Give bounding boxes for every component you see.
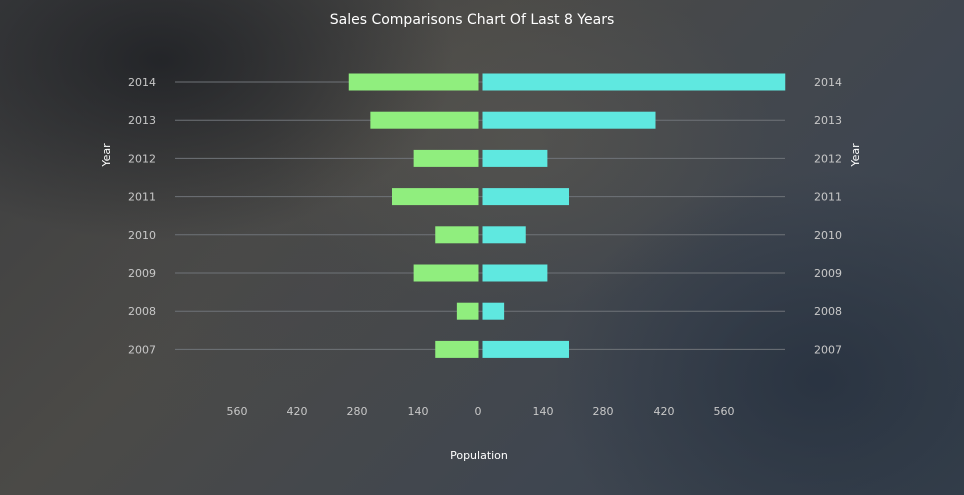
bar-left-2013 xyxy=(370,111,479,129)
bar-right-2011 xyxy=(482,188,569,206)
bar-right-2010 xyxy=(482,226,526,244)
bar-left-2008 xyxy=(456,302,479,320)
x-tick-label: 280 xyxy=(593,405,614,418)
bar-left-2010 xyxy=(435,226,479,244)
x-tick-label: 140 xyxy=(533,405,554,418)
y-tick-label-right: 2014 xyxy=(814,76,842,89)
y-tick-labels-left: 2014 2013 2012 2011 2010 2009 2008 2007 xyxy=(128,76,156,356)
x-tick-label: 420 xyxy=(287,405,308,418)
y-tick-label-left: 2014 xyxy=(128,76,156,89)
y-tick-label-right: 2010 xyxy=(814,229,842,242)
y-tick-label-right: 2009 xyxy=(814,267,842,280)
bar-right-2008 xyxy=(482,302,505,320)
bar-right-2013 xyxy=(482,111,656,129)
y-tick-label-left: 2009 xyxy=(128,267,156,280)
y-tick-label-right: 2008 xyxy=(814,305,842,318)
x-tick-label: 140 xyxy=(408,405,429,418)
bar-left-2012 xyxy=(413,149,479,167)
y-tick-label-right: 2011 xyxy=(814,191,842,204)
y-tick-labels-right: 2014 2013 2012 2011 2010 2009 2008 2007 xyxy=(814,76,842,356)
x-tick-label: 560 xyxy=(714,405,735,418)
y-tick-label-left: 2008 xyxy=(128,305,156,318)
y-axis-title-left: Year xyxy=(100,143,113,168)
x-tick-label: 420 xyxy=(654,405,675,418)
bars xyxy=(348,73,786,358)
y-tick-label-left: 2012 xyxy=(128,152,156,165)
bar-left-2009 xyxy=(413,264,479,282)
gridlines xyxy=(175,81,785,350)
bar-right-2014 xyxy=(482,73,786,91)
x-tick-label: 560 xyxy=(227,405,248,418)
bar-left-2007 xyxy=(435,340,479,358)
y-tick-label-right: 2012 xyxy=(814,152,842,165)
bar-right-2007 xyxy=(482,340,569,358)
x-tick-labels: 560 420 280 140 0 140 280 420 560 xyxy=(227,405,735,418)
x-tick-label: 280 xyxy=(347,405,368,418)
y-tick-label-left: 2007 xyxy=(128,343,156,356)
bar-right-2009 xyxy=(482,264,548,282)
y-axis-title-right: Year xyxy=(849,143,862,168)
y-tick-label-right: 2013 xyxy=(814,114,842,127)
y-tick-label-right: 2007 xyxy=(814,343,842,356)
x-tick-label: 0 xyxy=(475,405,482,418)
chart-title: Sales Comparisons Chart Of Last 8 Years xyxy=(330,12,615,28)
y-tick-label-left: 2013 xyxy=(128,114,156,127)
y-tick-label-left: 2011 xyxy=(128,191,156,204)
bar-left-2011 xyxy=(392,188,479,206)
bar-right-2012 xyxy=(482,149,548,167)
bar-left-2014 xyxy=(348,73,479,91)
x-axis-title: Population xyxy=(450,449,508,462)
y-tick-label-left: 2010 xyxy=(128,229,156,242)
